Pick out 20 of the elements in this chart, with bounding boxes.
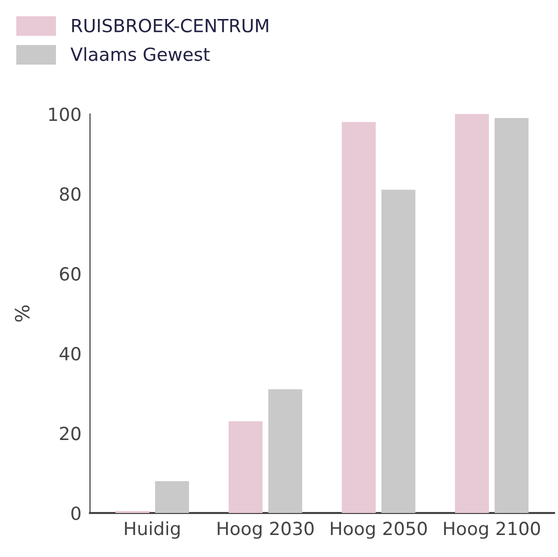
bar — [268, 389, 302, 513]
bar — [454, 114, 489, 513]
legend-label: RUISBROEK-CENTRUM — [72, 18, 268, 32]
y-tick-label: 60 — [60, 267, 80, 281]
bar — [155, 481, 190, 513]
y-tick-label: 100 — [49, 107, 80, 122]
legend-label: Vlaams Gewest — [70, 47, 210, 62]
bar — [342, 122, 376, 513]
bar — [228, 421, 263, 513]
x-tick-label: Hoog 2030 — [218, 522, 314, 539]
y-tick-label: 0 — [71, 506, 80, 520]
y-axis-title: % — [14, 305, 30, 322]
x-tick-label: Hoog 2050 — [330, 522, 427, 539]
y-tick-label: 40 — [60, 346, 80, 361]
bar — [494, 118, 529, 513]
x-tick-label: Huidig — [125, 521, 180, 539]
y-tick-label: 20 — [60, 426, 80, 440]
bar — [381, 190, 416, 513]
x-tick-label: Hoog 2100 — [444, 522, 540, 539]
y-tick-label: 80 — [60, 187, 80, 201]
